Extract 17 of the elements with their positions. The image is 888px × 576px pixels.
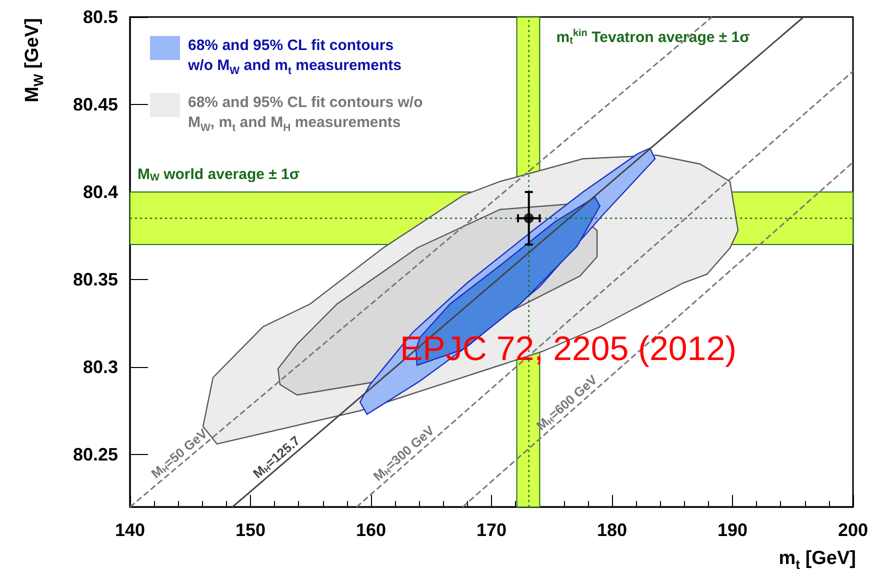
y-tick-label: 80.25 (72, 444, 118, 464)
y-tick-label: 80.45 (72, 94, 118, 114)
x-tick-label: 200 (838, 520, 868, 540)
x-axis-title: m$_{t}$ [GeV] (778, 548, 856, 572)
y-tick-label: 80.4 (82, 182, 118, 202)
y-tick-label: 80.35 (72, 270, 118, 290)
legend-label: 68% and 95% CL fit contours w/o M$_{W}$ and m$_{t}$ measurements (188, 36, 402, 79)
x-tick-label: 190 (717, 520, 748, 540)
x-tick-label: 140 (114, 520, 146, 540)
x-tick-label: 180 (596, 520, 628, 540)
text: MH=50 GeV (148, 426, 210, 482)
x-tick-label: 160 (356, 520, 386, 540)
x-tick-label: 150 (235, 520, 266, 540)
x-tick-label: 170 (476, 520, 507, 540)
y-tick-label: 80.5 (82, 7, 118, 27)
legend-label: 68% and 95% CL fit contours w/o M$_{W}$, m$_{t}$ and M$_{H}$ measurements (188, 93, 424, 136)
y-tick-label: 80.3 (82, 357, 118, 377)
